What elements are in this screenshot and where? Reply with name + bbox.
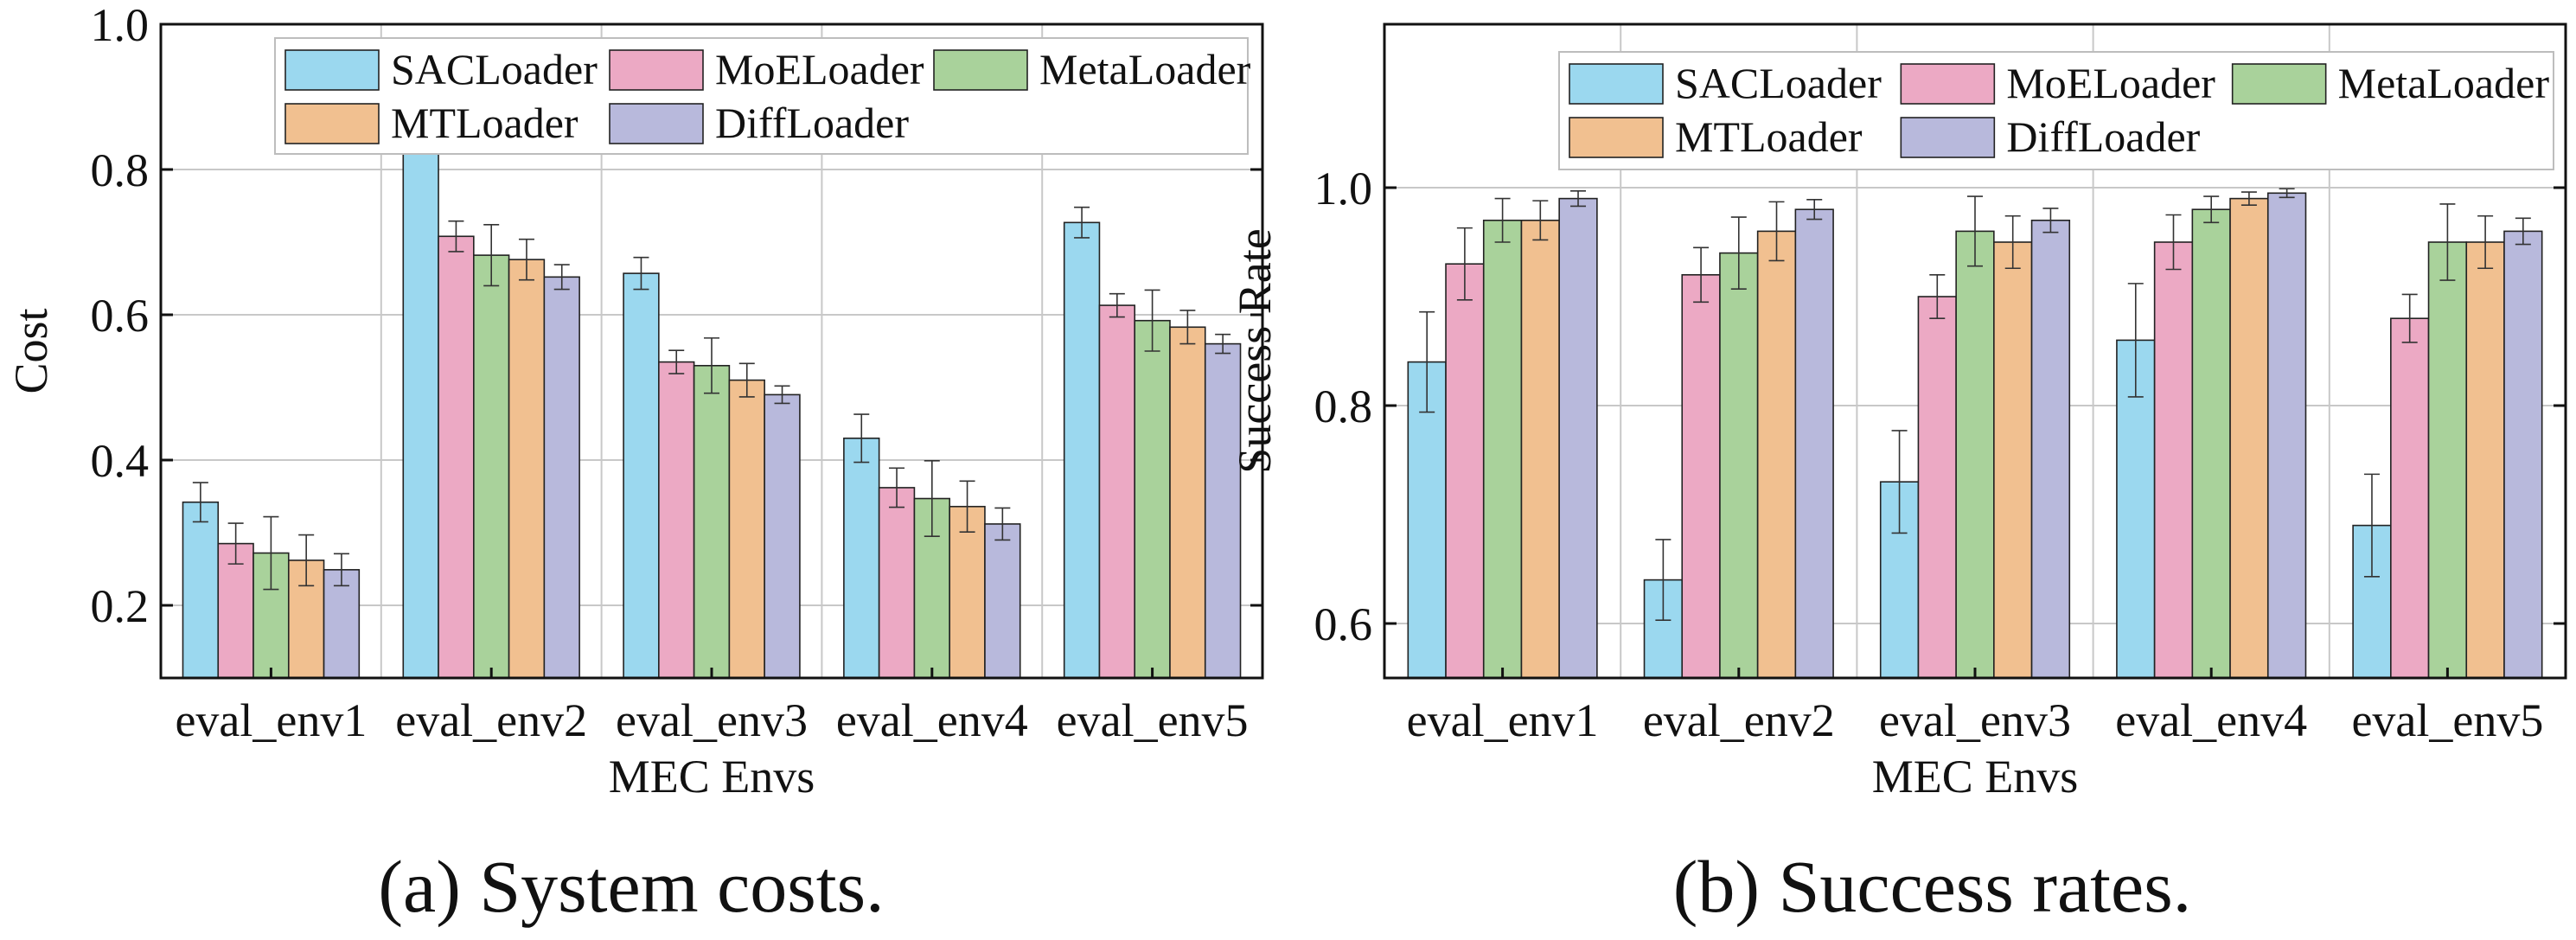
bar	[473, 254, 510, 678]
legend-swatch	[933, 49, 1028, 91]
legend-swatch	[609, 103, 704, 144]
bar	[2266, 192, 2307, 678]
legend-label: SACLoader	[391, 45, 598, 93]
y-tick-label: 0.8	[91, 144, 150, 196]
bar	[1407, 361, 1447, 678]
legend-label: DiffLoader	[2006, 112, 2200, 161]
bar	[2153, 241, 2194, 678]
x-tick-label: eval_env3	[1879, 694, 2071, 746]
bar	[1134, 319, 1171, 678]
legend-label: MetaLoader	[1039, 45, 1251, 93]
x-tick-label: eval_env5	[2351, 694, 2543, 746]
y-tick-label: 0.4	[91, 435, 150, 487]
caption-b: (b) Success rates.	[1672, 845, 2192, 928]
bars	[182, 108, 1242, 678]
chart-1: 0.2 0.4 0.6 0.8 1.0 eval_env1 eval_env2 eval_en…	[5, 0, 1264, 803]
bar	[1558, 197, 1598, 678]
y-tick-label: 0.8	[1314, 380, 1373, 432]
bar	[2191, 208, 2231, 678]
bar	[1681, 273, 1721, 678]
bar	[2030, 220, 2071, 678]
bar	[217, 542, 254, 678]
legend-box	[1558, 51, 2554, 170]
legend-swatch	[284, 103, 380, 144]
x-axis-label: MEC Envs	[609, 751, 815, 803]
bar	[623, 272, 660, 678]
legend-swatch	[2231, 63, 2327, 105]
x-tick-label: eval_env2	[395, 694, 587, 746]
bar	[984, 523, 1021, 678]
bar	[1482, 220, 1523, 678]
y-tick-label: 1.0	[91, 0, 150, 51]
legend-label: MoELoader	[715, 45, 924, 93]
bar	[1520, 220, 1560, 678]
bar	[543, 276, 580, 678]
legend-label: MTLoader	[391, 99, 578, 147]
x-axis-label: MEC Envs	[1872, 751, 2079, 803]
y-axis-label: Cost	[5, 308, 57, 393]
legend-swatch	[1569, 63, 1664, 105]
bar	[182, 501, 220, 678]
bar	[1169, 326, 1206, 678]
y-tick-label: 1.0	[1314, 163, 1373, 214]
bar	[764, 393, 801, 678]
x-tick-label: eval_env5	[1057, 694, 1249, 746]
y-tick-label: 0.2	[91, 580, 150, 632]
legend-label: DiffLoader	[715, 99, 909, 147]
bar	[1719, 252, 1759, 678]
x-tick-label: eval_env4	[836, 694, 1028, 746]
bar	[402, 121, 439, 678]
x-tick-label: eval_env3	[616, 694, 808, 746]
bar	[508, 259, 546, 678]
legend-label: MTLoader	[1675, 112, 1863, 161]
legend-swatch	[284, 49, 380, 91]
bar	[728, 379, 765, 678]
caption-a: (a) System costs.	[378, 845, 885, 928]
bar	[2390, 317, 2430, 678]
bar	[1917, 296, 1957, 678]
legend-swatch	[1569, 117, 1664, 158]
bar	[1445, 263, 1485, 678]
bar	[1098, 304, 1136, 678]
bar	[1794, 208, 1834, 678]
legend-box	[274, 37, 1249, 155]
bar	[2503, 230, 2543, 678]
bar	[878, 487, 916, 678]
y-tick-label: 0.6	[1314, 598, 1373, 650]
legend-swatch	[609, 49, 704, 91]
legend-swatch	[1900, 63, 1996, 105]
bar	[1993, 241, 2033, 678]
bar	[843, 437, 880, 678]
legend-label: MoELoader	[2006, 59, 2215, 107]
bars	[1407, 188, 2543, 678]
x-tick-label: eval_env1	[175, 694, 367, 746]
bar	[2229, 197, 2269, 678]
y-tick-label: 0.6	[91, 290, 150, 342]
x-tick-label: eval_env4	[2115, 694, 2307, 746]
legend-label: MetaLoader	[2338, 59, 2550, 107]
chart-2: 0.6 0.8 1.0 eval_env1 eval_env2 eval_env3 eval…	[1229, 22, 2567, 803]
y-axis-label: Success Rate	[1229, 228, 1281, 473]
bar	[438, 235, 475, 678]
bar	[1063, 221, 1101, 678]
bar	[693, 364, 731, 678]
x-tick-label: eval_env2	[1643, 694, 1835, 746]
legend-label: SACLoader	[1675, 59, 1882, 107]
bar	[1756, 230, 1797, 678]
bar	[2465, 241, 2505, 678]
bar	[658, 361, 695, 678]
legend-swatch	[1900, 117, 1996, 158]
bar	[1955, 230, 1995, 678]
x-tick-label: eval_env1	[1407, 694, 1599, 746]
bar	[2427, 241, 2468, 678]
